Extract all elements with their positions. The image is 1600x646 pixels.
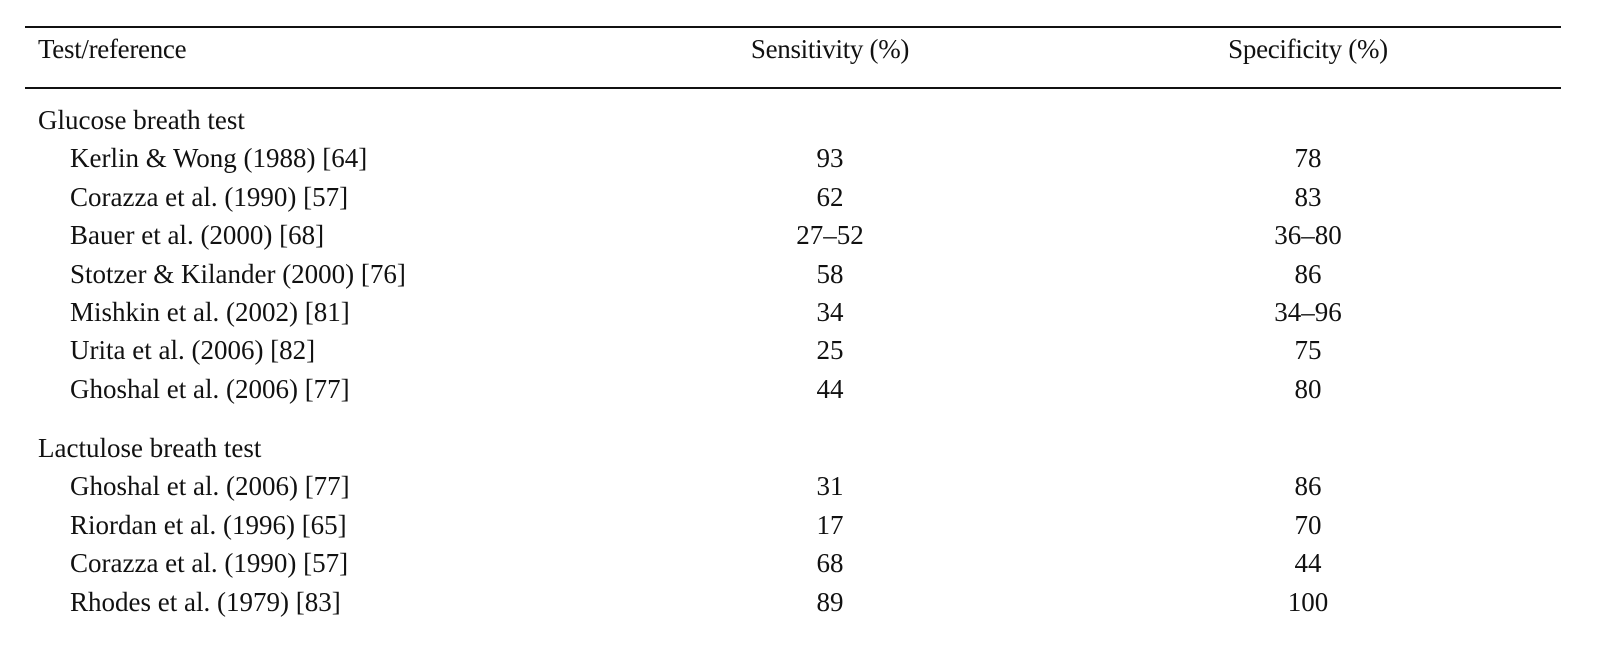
specificity-cell: 75 [1294,335,1322,365]
sensitivity-cell: 93 [816,143,844,173]
table-row: Corazza et al. (1990) [57] 62 83 [0,178,1600,216]
group-title: Lactulose breath test [38,433,262,463]
table-row: Stotzer & Kilander (2000) [76] 58 86 [0,255,1600,293]
reference-cell: Bauer et al. (2000) [68] [70,220,325,250]
sensitivity-cell: 68 [816,548,844,578]
sensitivity-cell: 44 [816,374,844,404]
specificity-cell: 36–80 [1274,220,1342,250]
specificity-cell: 83 [1294,182,1322,212]
table-row: Kerlin & Wong (1988) [64] 93 78 [0,139,1600,177]
sensitivity-cell: 89 [816,587,844,617]
sensitivity-cell: 25 [816,335,844,365]
sensitivity-cell: 17 [816,510,844,540]
group-heading-row: Glucose breath test [0,101,1600,139]
sensitivity-cell: 27–52 [796,220,864,250]
specificity-cell: 34–96 [1274,297,1342,327]
table-row: Bauer et al. (2000) [68] 27–52 36–80 [0,216,1600,254]
reference-cell: Riordan et al. (1996) [65] [70,510,347,540]
reference-cell: Corazza et al. (1990) [57] [70,182,349,212]
specificity-cell: 78 [1294,143,1322,173]
specificity-cell: 80 [1294,374,1322,404]
group-heading-row: Lactulose breath test [0,429,1600,467]
specificity-cell: 86 [1294,259,1322,289]
table-row: Corazza et al. (1990) [57] 68 44 [0,544,1600,582]
top-rule [25,26,1561,28]
table-row: Mishkin et al. (2002) [81] 34 34–96 [0,293,1600,331]
specificity-cell: 100 [1287,587,1329,617]
reference-cell: Ghoshal et al. (2006) [77] [70,471,350,501]
header-rule [25,87,1561,89]
specificity-cell: 70 [1294,510,1322,540]
table-row: Ghoshal et al. (2006) [77] 44 80 [0,370,1600,408]
reference-cell: Urita et al. (2006) [82] [70,335,316,365]
table-row: Ghoshal et al. (2006) [77] 31 86 [0,467,1600,505]
reference-cell: Stotzer & Kilander (2000) [76] [70,259,406,289]
reference-cell: Corazza et al. (1990) [57] [70,548,349,578]
header-sensitivity: Sensitivity (%) [750,34,910,64]
reference-cell: Mishkin et al. (2002) [81] [70,297,350,327]
header-specificity: Specificity (%) [1228,34,1388,64]
specificity-cell: 86 [1294,471,1322,501]
specificity-cell: 44 [1294,548,1322,578]
sensitivity-cell: 58 [816,259,844,289]
sensitivity-cell: 34 [816,297,844,327]
sensitivity-cell: 31 [816,471,844,501]
table-row: Riordan et al. (1996) [65] 17 70 [0,506,1600,544]
group-title: Glucose breath test [38,105,245,135]
reference-cell: Kerlin & Wong (1988) [64] [70,143,368,173]
sensitivity-cell: 62 [816,182,844,212]
table-row: Rhodes et al. (1979) [83] 89 100 [0,583,1600,621]
table-row: Urita et al. (2006) [82] 25 75 [0,331,1600,369]
reference-cell: Rhodes et al. (1979) [83] [70,587,341,617]
reference-cell: Ghoshal et al. (2006) [77] [70,374,350,404]
header-test-reference: Test/reference [38,34,187,64]
